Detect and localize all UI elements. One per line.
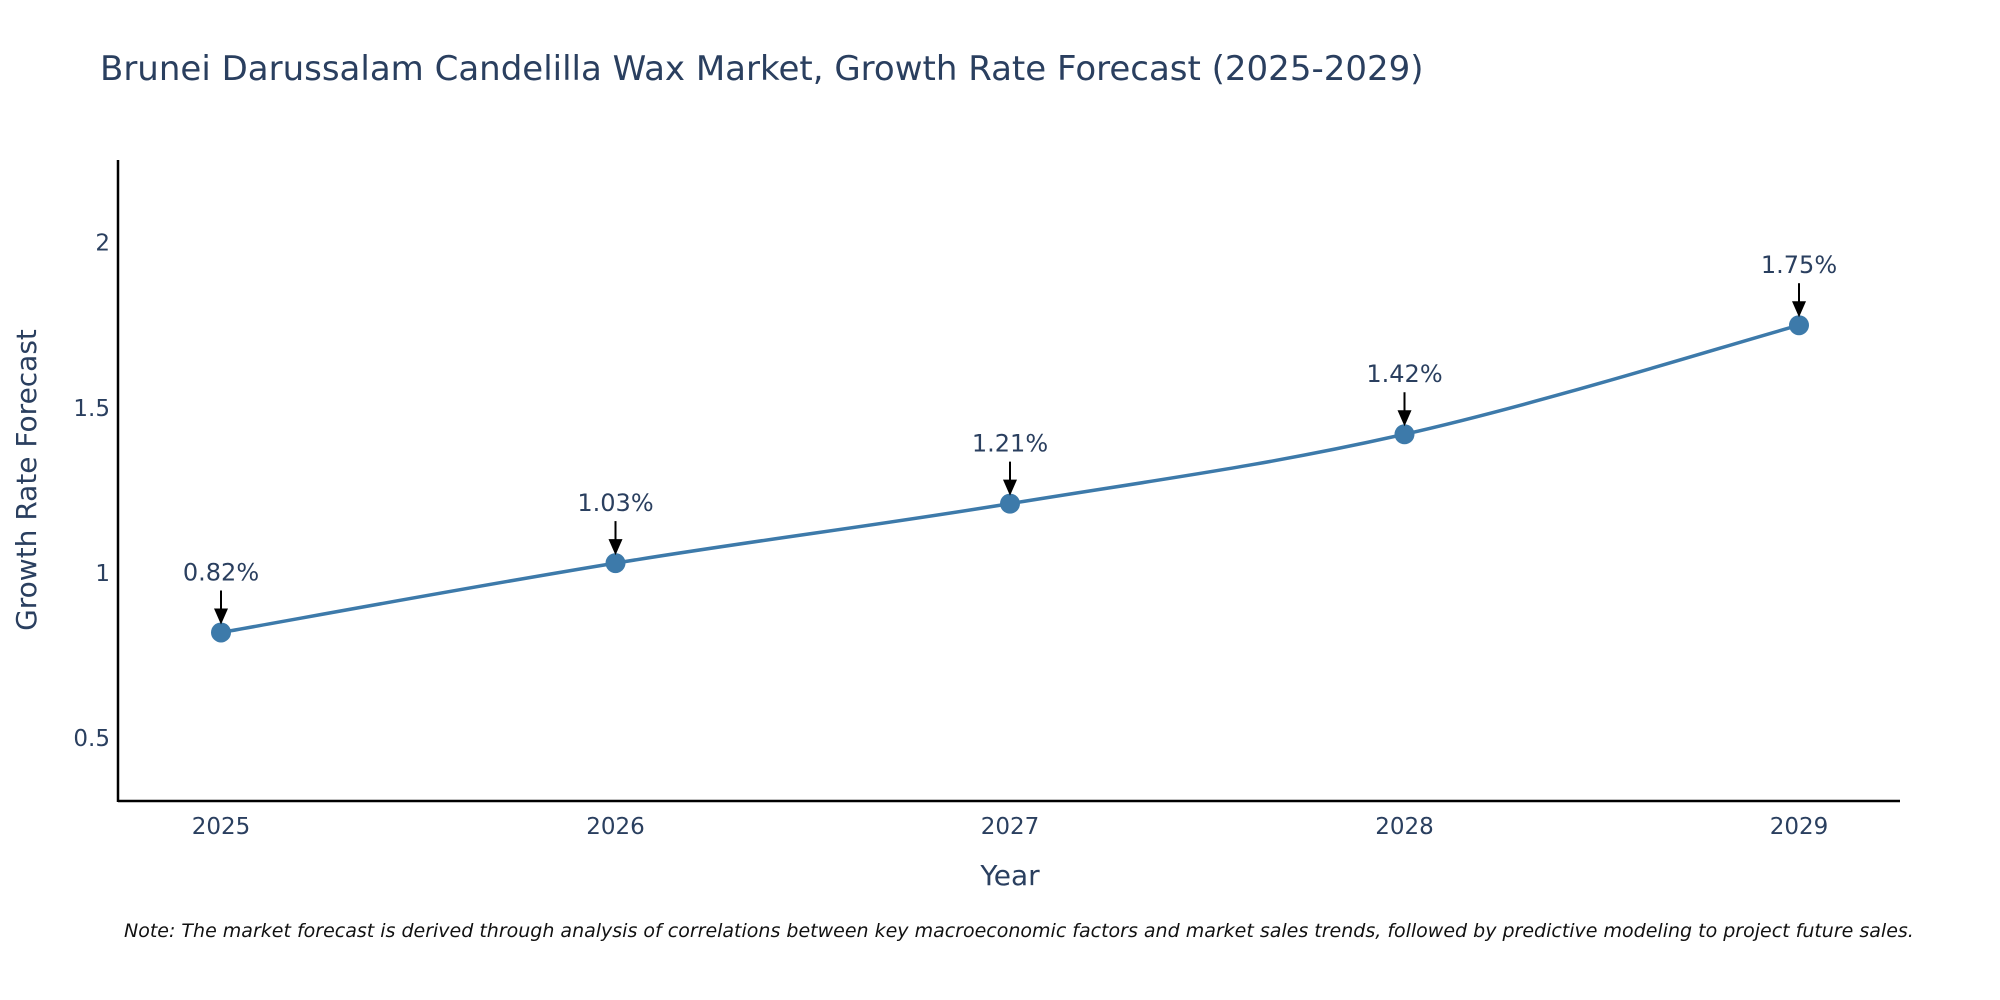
y-tick-label: 1.5 bbox=[73, 396, 110, 422]
forecast-note: Note: The market forecast is derived thr… bbox=[124, 920, 1914, 942]
data-label: 0.82% bbox=[183, 558, 259, 586]
data-point[interactable] bbox=[605, 553, 626, 574]
x-tick-label: 2028 bbox=[1375, 814, 1434, 840]
y-tick-label: 0.5 bbox=[73, 726, 110, 752]
data-label: 1.75% bbox=[1761, 251, 1837, 279]
data-label: 1.21% bbox=[972, 430, 1048, 458]
y-tick-label: 2 bbox=[95, 231, 110, 257]
y-axis-title: Growth Rate Forecast bbox=[10, 329, 43, 631]
annotation-arrow-head bbox=[1792, 301, 1806, 318]
y-tick-label: 1 bbox=[95, 561, 110, 587]
chart-title: Brunei Darussalam Candelilla Wax Market,… bbox=[100, 49, 1424, 89]
x-tick-label: 2026 bbox=[586, 814, 645, 840]
data-label: 1.42% bbox=[1366, 360, 1442, 388]
annotation-arrow-head bbox=[1397, 410, 1412, 427]
data-point[interactable] bbox=[211, 622, 231, 643]
marker-layer bbox=[211, 315, 1809, 643]
data-point[interactable] bbox=[1789, 315, 1809, 336]
data-point[interactable] bbox=[1000, 493, 1020, 514]
annotation-arrow-head bbox=[1003, 479, 1017, 496]
x-tick-label: 2025 bbox=[192, 814, 251, 840]
data-label: 1.03% bbox=[577, 489, 653, 517]
annotation-arrow-head bbox=[214, 608, 228, 625]
data-point[interactable] bbox=[1394, 424, 1415, 445]
y-tick-labels: 0.5 1 1.5 2 bbox=[73, 231, 110, 753]
x-tick-labels: 2025 2026 2027 2028 2029 bbox=[192, 814, 1829, 840]
annotation-arrow-head bbox=[608, 539, 623, 556]
x-tick-label: 2027 bbox=[981, 814, 1040, 840]
x-axis-title: Year bbox=[979, 859, 1040, 892]
chart-axes bbox=[116, 160, 1900, 803]
annotation-layer: 0.82% 1.03% 1.21% 1.42% 1.75% bbox=[183, 251, 1837, 625]
x-tick-label: 2029 bbox=[1770, 814, 1829, 840]
